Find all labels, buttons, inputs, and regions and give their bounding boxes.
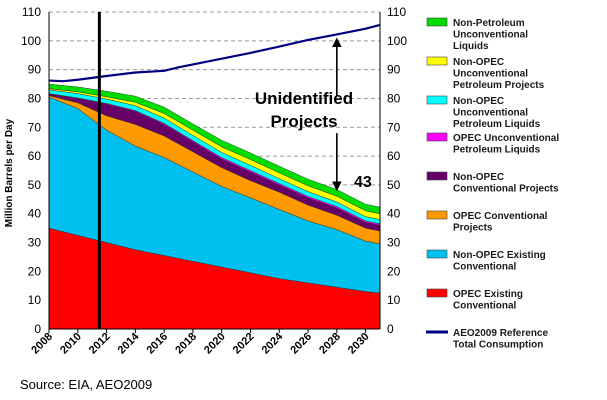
legend-label: Unconventional [453,108,528,119]
legend-label: Conventional [453,262,517,273]
legend-label: Unconventional [453,30,528,41]
legend-label: Unconventional [453,69,528,80]
x-tick-label: 2012 [87,331,113,357]
legend-swatch [426,288,448,298]
y-tick-label-left: 80 [28,91,42,105]
legend-label: AEO2009 Reference [453,328,548,339]
annotation-projects: Projects [270,112,337,131]
annotation-value: 43 [354,174,372,191]
x-tick-label: 2014 [116,330,142,356]
y-tick-label-left: 90 [28,63,42,77]
y-tick-label-right: 10 [387,293,401,307]
x-tick-label: 2030 [346,331,372,357]
legend-label: Projects [453,223,493,234]
y-tick-label-left: 60 [28,149,42,163]
axes [48,12,381,330]
right-y-ticks: 0 10 20 30 40 50 60 70 80 90 100 110 [387,5,407,336]
stacked-areas [48,83,381,330]
legend-swatch [426,210,448,220]
y-tick-label-right: 110 [387,5,406,19]
x-tick-label: 2024 [260,330,286,356]
y-tick-label-left: 10 [28,293,42,307]
legend-label: Petroleum Liquids [453,145,541,156]
y-tick-label-left: 0 [34,322,41,336]
y-tick-label-right: 30 [387,236,401,250]
y-tick-label-right: 100 [387,34,407,48]
y-tick-label-left: 40 [28,207,42,221]
legend-label: Non-OPEC [453,96,504,107]
legend-label: OPEC Existing [453,289,523,300]
y-tick-label-right: 80 [387,91,401,105]
y-tick-label-right: 40 [387,207,401,221]
y-tick-label-right: 90 [387,63,401,77]
y-tick-label-left: 110 [22,5,41,19]
legend-swatch [426,249,448,259]
legend-swatch [426,132,448,142]
y-tick-label-left: 20 [28,264,42,278]
x-tick-label: 2010 [58,331,84,357]
x-tick-label: 2016 [144,331,170,357]
consumption-line [48,23,381,83]
legend-label: Petroleum Projects [453,80,545,91]
x-tick-label: 2028 [317,331,343,357]
x-tick-label: 2026 [288,331,314,357]
annotation-layer: Unidentified Projects 43 [255,37,372,192]
legend-label: Non-OPEC Existing [453,250,546,261]
legend-swatch [426,95,448,105]
y-tick-label-left: 100 [21,34,41,48]
legend-label: Liquids [453,41,489,52]
left-y-ticks: 0 10 20 30 40 50 60 70 80 90 100 110 [21,5,41,336]
legend-label: Total Consumption [453,340,543,351]
legend: Non-PetroleumUnconventionalLiquidsNon-OP… [426,17,559,351]
x-tick-label: 2020 [202,331,228,357]
y-axis-label: Million Barrels per Day [4,118,15,227]
legend-swatch [426,17,448,27]
y-tick-label-right: 60 [387,149,401,163]
y-tick-label-left: 50 [28,178,42,192]
source-note: Source: EIA, AEO2009 [20,377,152,392]
legend-label: Non-OPEC [453,172,504,183]
y-tick-label-right: 0 [387,322,394,336]
x-ticks: 2008 2010 2012 2014 2016 2018 2020 2022 2024 2026… [29,329,372,357]
legend-label: OPEC Unconventional [453,133,559,144]
legend-label: Non-OPEC [453,57,504,68]
x-tick-label: 2018 [173,331,199,357]
legend-swatch [426,56,448,66]
y-tick-label-left: 70 [28,120,42,134]
annotation-unidentified: Unidentified [255,89,353,108]
legend-label: OPEC Conventional [453,211,548,222]
y-tick-label-right: 20 [387,264,401,278]
x-tick-label: 2022 [231,331,257,357]
legend-label: Conventional Projects [453,184,559,195]
y-tick-label-right: 50 [387,178,401,192]
legend-swatch [426,171,448,181]
legend-label: Conventional [453,301,517,312]
y-tick-label-left: 30 [28,236,42,250]
x-tick-label: 2008 [29,331,55,357]
y-tick-label-right: 70 [387,120,401,134]
legend-label: Non-Petroleum [453,18,525,29]
consumption-line-layer [48,23,381,83]
legend-label: Petroleum Liquids [453,119,541,130]
